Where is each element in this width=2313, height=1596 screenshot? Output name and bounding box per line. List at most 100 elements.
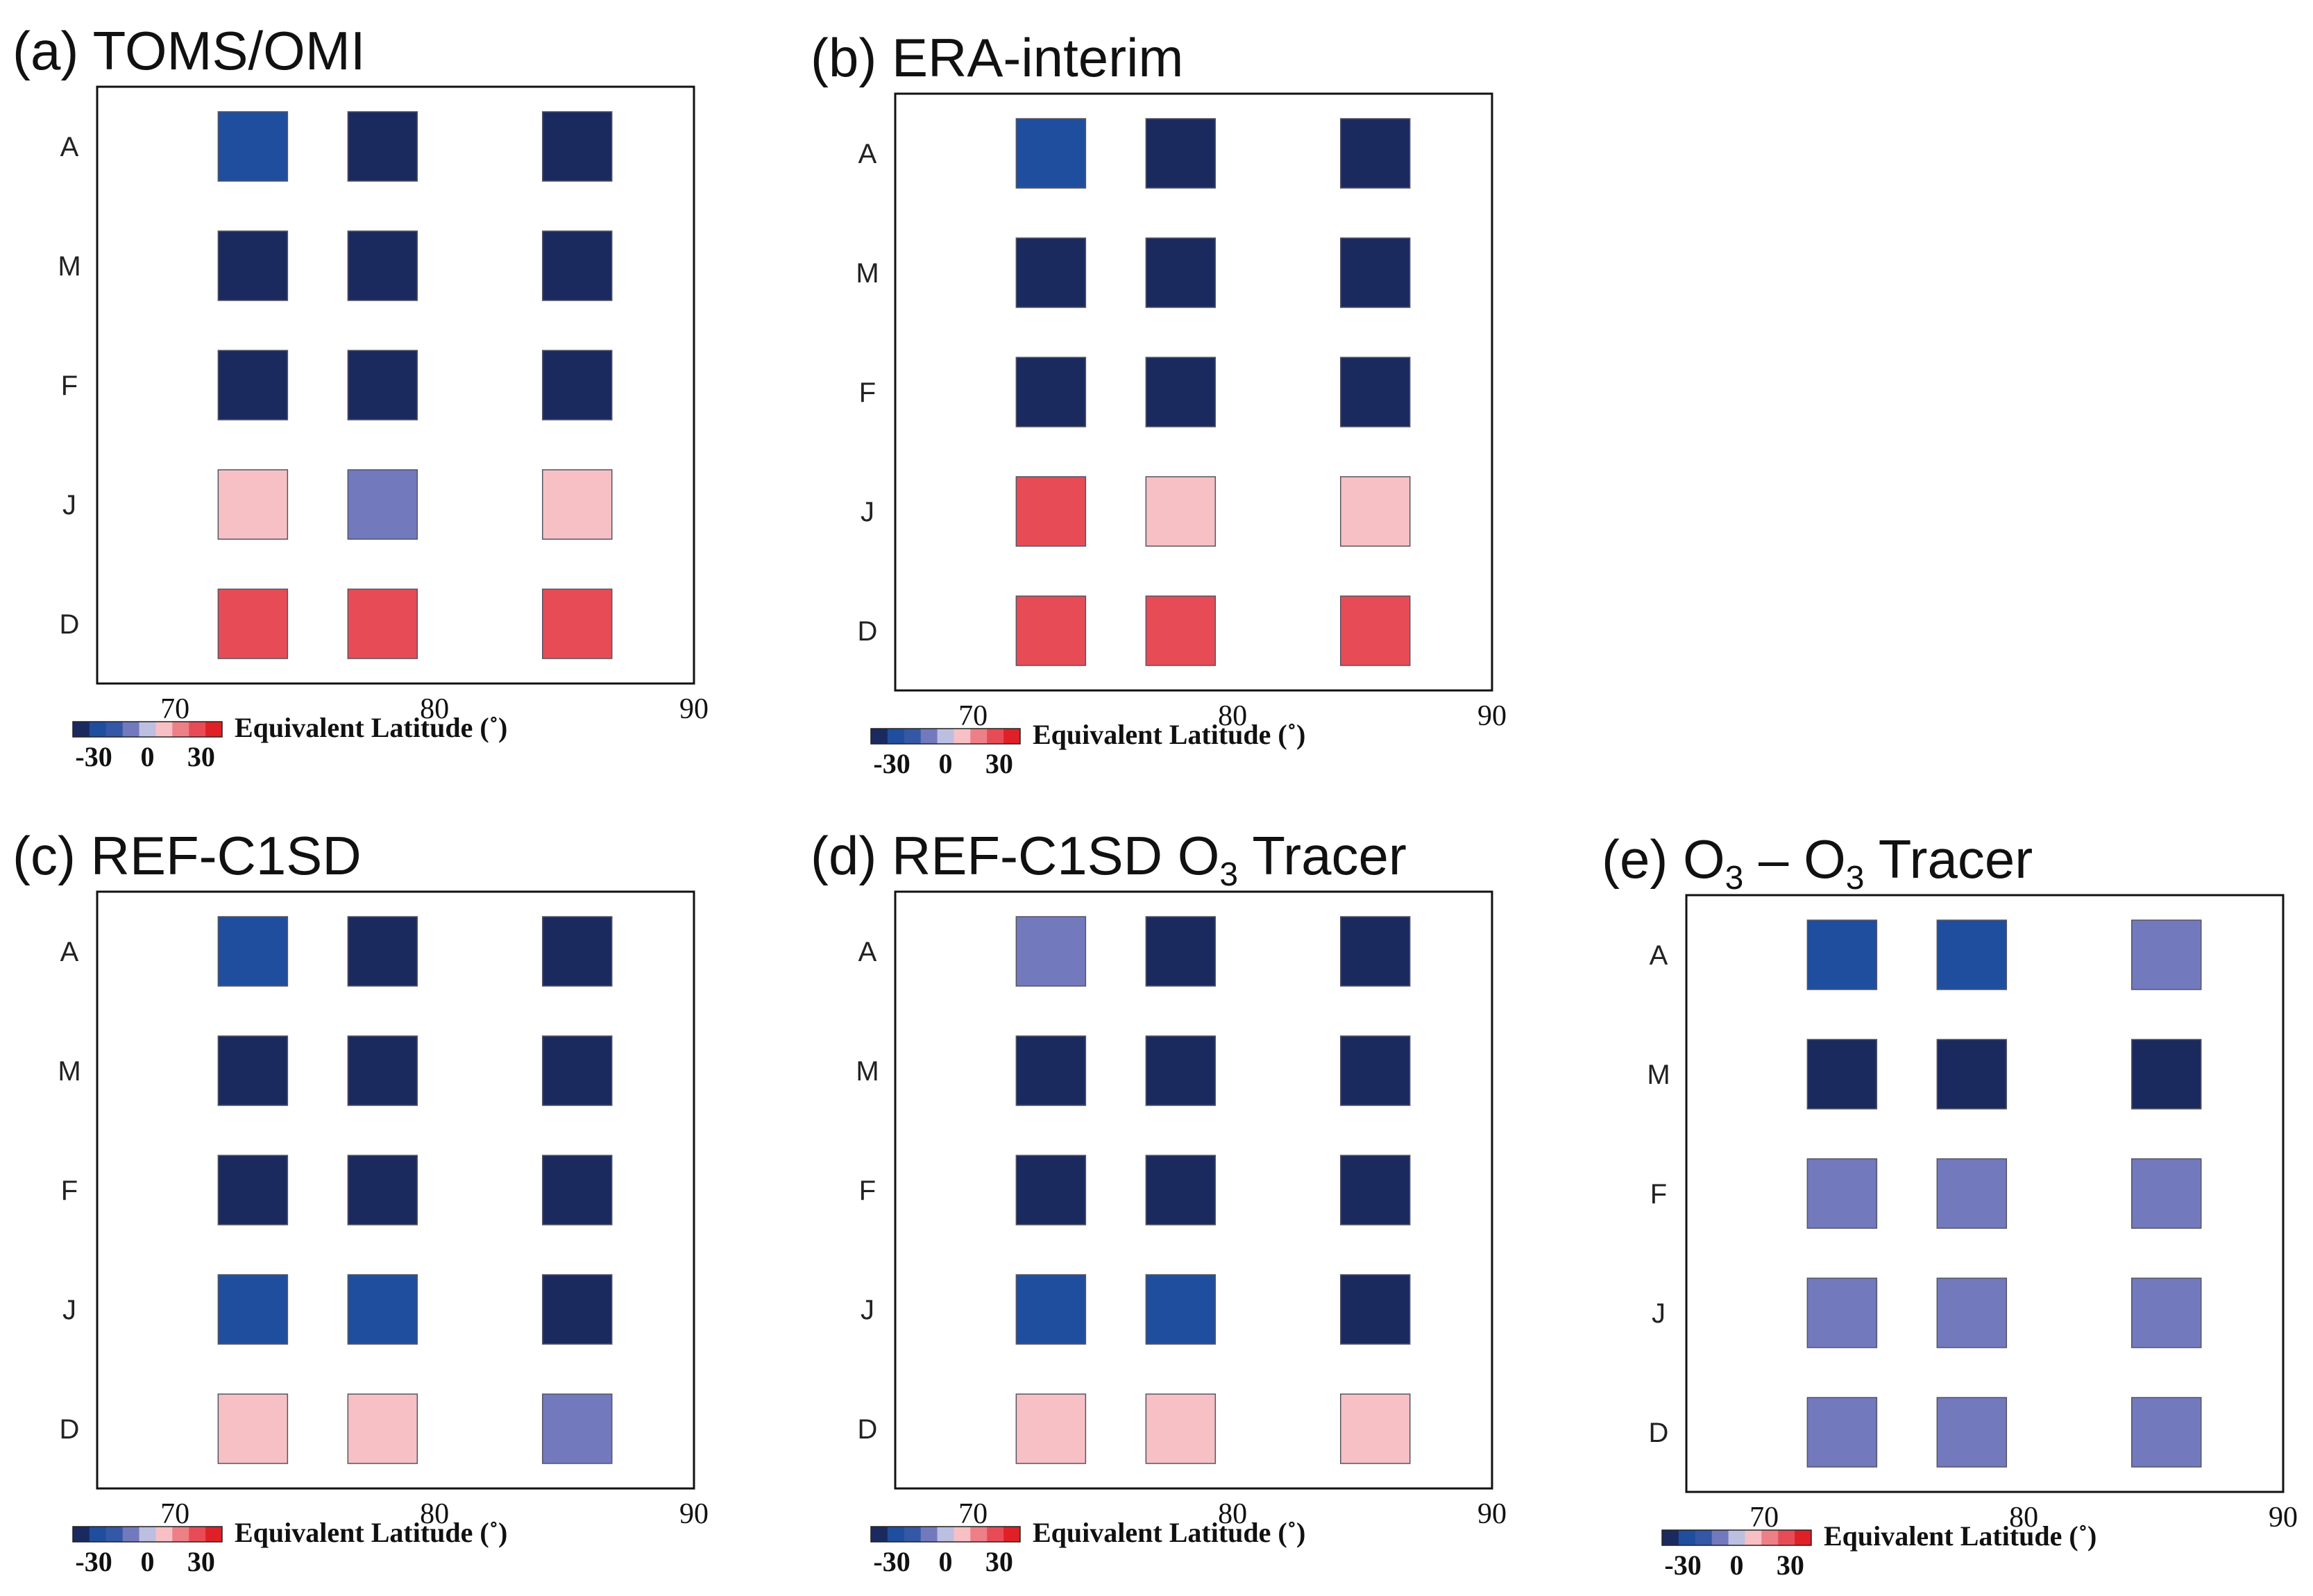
colorbar-segment: [205, 722, 223, 737]
colorbar-tick-label: 0: [141, 741, 155, 772]
colorbar-segment: [89, 722, 107, 737]
colorbar-segment: [937, 729, 954, 744]
row-label: M: [856, 1056, 879, 1087]
panel-title: (b) ERA-interim: [811, 27, 1183, 88]
heatmap-cell: [1936, 1039, 2008, 1110]
heatmap-cell: [347, 1274, 418, 1345]
row-label: A: [858, 937, 877, 967]
heatmap-cell: [347, 469, 418, 540]
heatmap-cell: [541, 1393, 613, 1464]
colorbar-segment: [1728, 1530, 1745, 1545]
heatmap-cell: [1145, 476, 1217, 547]
heatmap-cell: [1806, 919, 1878, 990]
heatmap-cell: [1339, 1035, 1411, 1106]
colorbar-segment: [1003, 1527, 1021, 1542]
heatmap-cell: [1015, 237, 1087, 308]
heatmap-cell: [1936, 1277, 2008, 1348]
heatmap-cell: [1015, 1155, 1087, 1225]
panel-c: (c) REF-C1SD A M F J D 70 80 90 -30 0 30 Equivalent …: [0, 805, 798, 1586]
colorbar-segment: [172, 1527, 189, 1542]
colorbar-tick-label: 0: [939, 1546, 953, 1577]
colorbar-segment: [871, 1527, 888, 1542]
heatmap-cell: [1145, 357, 1217, 427]
x-tick-label: 90: [679, 1498, 709, 1530]
colorbar-segment: [954, 729, 971, 744]
heatmap-cell: [1936, 919, 2008, 990]
heatmap-chart: (a) TOMS/OMI A M F J D 70 80 90 -30 0 30 Equivalent …: [12, 20, 709, 772]
colorbar-tick-label: 30: [187, 1546, 215, 1577]
x-axis-label: Equivalent Latitude (˚): [235, 1517, 507, 1548]
colorbar-segment: [1662, 1530, 1679, 1545]
heatmap-cell: [1339, 1393, 1411, 1464]
x-tick-label: 80: [1218, 700, 1247, 732]
heatmap-cell: [1339, 916, 1411, 987]
heatmap-cell: [217, 1035, 289, 1106]
row-label: A: [60, 132, 79, 162]
x-axis-label: Equivalent Latitude (˚): [235, 712, 507, 743]
x-tick-label: 90: [1477, 700, 1507, 732]
colorbar-segment: [73, 1527, 90, 1542]
panel-a: (a) TOMS/OMI A M F J D 70 80 90 -30 0 30 Equivalent …: [0, 0, 798, 781]
heatmap-cell: [2130, 1039, 2202, 1110]
heatmap-cell: [1015, 1393, 1087, 1464]
x-tick-label: 80: [420, 1498, 449, 1530]
heatmap-cell: [347, 111, 418, 182]
colorbar-segment: [172, 722, 189, 737]
row-label: M: [58, 251, 81, 282]
colorbar-segment: [954, 1527, 971, 1542]
row-label: M: [856, 258, 879, 289]
colorbar-segment: [987, 1527, 1004, 1542]
heatmap-cell: [1015, 1035, 1087, 1106]
colorbar-segment: [887, 1527, 905, 1542]
x-axis-label: Equivalent Latitude (˚): [1824, 1520, 2096, 1552]
colorbar-frame: [870, 728, 1021, 745]
heatmap-cell: [541, 1274, 613, 1345]
x-tick-label: 70: [958, 700, 988, 732]
panel-e: (e) O3 – O3 Tracer A M F J D 70 80 90 -30 0 30 Equiv…: [1589, 808, 2313, 1589]
colorbar-segment: [105, 722, 124, 737]
colorbar-tick-label: 0: [1730, 1550, 1744, 1581]
panel-title: (d) REF-C1SD O3 Tracer: [811, 825, 1407, 893]
row-label: F: [859, 1175, 876, 1206]
heatmap-cell: [217, 350, 289, 421]
x-tick-label: 80: [1218, 1498, 1247, 1530]
heatmap-cell: [2130, 919, 2202, 990]
heatmap-cell: [1015, 916, 1087, 987]
heatmap-cell: [1015, 118, 1087, 189]
colorbar-frame: [72, 721, 223, 738]
colorbar-tick-label: -30: [75, 1546, 112, 1577]
heatmap-cell: [541, 1155, 613, 1225]
colorbar-segment: [155, 1527, 173, 1542]
colorbar-segment: [1795, 1530, 1812, 1545]
heatmap-cell: [1145, 916, 1217, 987]
heatmap-cell: [541, 350, 613, 421]
colorbar-segment: [920, 729, 938, 744]
x-tick-label: 70: [1749, 1502, 1779, 1534]
row-label: D: [858, 616, 878, 647]
row-label: D: [60, 609, 80, 640]
row-label: D: [60, 1414, 80, 1445]
colorbar-frame: [1661, 1529, 1812, 1546]
colorbar-segment: [1761, 1530, 1779, 1545]
heatmap-cell: [1145, 118, 1217, 189]
heatmap-cell: [347, 230, 418, 301]
x-tick-label: 70: [160, 1498, 189, 1530]
colorbar-segment: [1678, 1530, 1696, 1545]
heatmap-chart: (d) REF-C1SD O3 Tracer A M F J D 70 80 90 -30 0 30 E…: [811, 825, 1507, 1577]
colorbar-tick-label: -30: [75, 741, 112, 772]
heatmap-cell: [1339, 1155, 1411, 1225]
panel-b: (b) ERA-interim A M F J D 70 80 90 -30 0 30 Equivale…: [798, 7, 1596, 788]
colorbar-segment: [904, 1527, 922, 1542]
colorbar-segment: [887, 729, 905, 744]
colorbar-tick-label: -30: [873, 1546, 910, 1577]
colorbar-frame: [72, 1526, 223, 1543]
heatmap-cell: [541, 469, 613, 540]
heatmap-cell: [1806, 1277, 1878, 1348]
panel-title: (c) REF-C1SD: [12, 825, 362, 886]
colorbar-segment: [139, 1527, 156, 1542]
colorbar-frame: [870, 1526, 1021, 1543]
heatmap-cell: [1339, 476, 1411, 547]
row-label: A: [60, 937, 79, 967]
heatmap-cell: [2130, 1397, 2202, 1468]
heatmap-cell: [1015, 595, 1087, 666]
